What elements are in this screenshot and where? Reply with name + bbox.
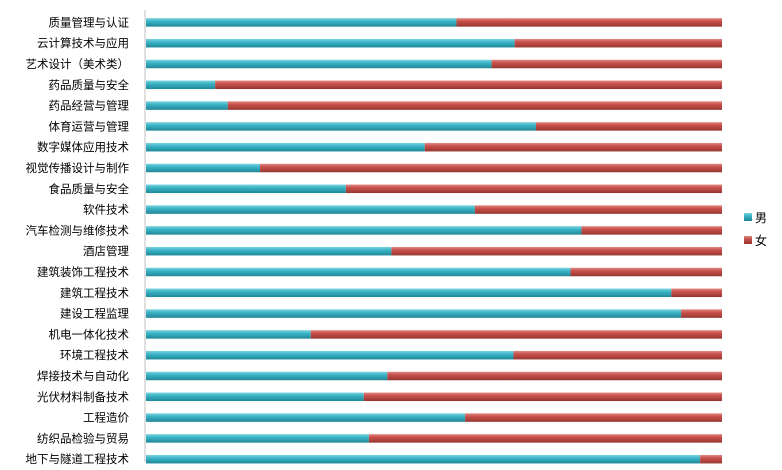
bar-male-2 [146, 59, 492, 69]
bar-male-16 [146, 350, 514, 360]
plot-area [146, 18, 723, 464]
category-label: 软件技术 [83, 203, 129, 217]
category-label: 汽车检测与维修技术 [26, 223, 130, 237]
category-label: 体育运营与管理 [49, 119, 130, 133]
bar-male-11 [146, 246, 392, 256]
bar-female-20 [368, 434, 722, 443]
category-label: 艺术设计（美术类） [26, 57, 130, 71]
category-label: 光伏材料制备技术 [37, 390, 129, 404]
bar-male-21 [146, 454, 701, 464]
bar-male-6 [146, 142, 425, 152]
bar-female-6 [424, 142, 722, 152]
bar-male-3 [146, 80, 216, 90]
bar-male-17 [146, 371, 388, 381]
category-label: 地下与隧道工程技术 [26, 452, 130, 466]
category-label: 视觉传播设计与制作 [26, 161, 130, 175]
bar-female-14 [681, 309, 722, 318]
bar-female-15 [310, 330, 722, 339]
legend-swatch-male [744, 213, 752, 221]
bar-female-3 [215, 80, 722, 90]
category-label: 酒店管理 [83, 244, 129, 258]
bar-female-13 [671, 288, 722, 298]
bar-female-0 [456, 18, 722, 27]
bar-female-4 [227, 101, 723, 110]
bar-female-12 [570, 267, 722, 277]
bar-male-8 [146, 184, 346, 194]
bar-female-18 [363, 392, 722, 402]
category-label: 数字媒体应用技术 [37, 140, 129, 154]
bar-male-18 [146, 392, 364, 402]
bar-male-7 [146, 163, 261, 173]
bar-male-0 [146, 18, 457, 27]
bar-female-17 [387, 371, 722, 381]
bar-male-13 [146, 288, 672, 298]
category-label: 建筑装饰工程技术 [37, 265, 129, 279]
legend: 男女 [744, 211, 767, 248]
legend-swatch-female [744, 236, 752, 244]
bar-male-20 [146, 434, 369, 443]
bar-female-9 [474, 205, 722, 214]
category-label: 建设工程监理 [60, 307, 129, 321]
legend-label-female: 女 [755, 233, 767, 248]
category-label: 食品质量与安全 [49, 182, 130, 196]
category-label: 焊接技术与自动化 [37, 369, 129, 383]
bar-female-19 [465, 413, 722, 422]
bar-male-9 [146, 205, 475, 214]
bar-female-16 [513, 350, 722, 360]
bar-female-1 [514, 38, 722, 48]
bar-male-19 [146, 413, 466, 422]
category-label: 药品经营与管理 [49, 99, 130, 113]
bar-male-5 [146, 122, 536, 131]
bar-male-14 [146, 309, 682, 318]
bar-female-11 [391, 246, 722, 256]
bar-female-7 [260, 163, 722, 173]
bar-male-15 [146, 330, 311, 339]
legend-label-male: 男 [755, 211, 767, 225]
category-label: 建筑工程技术 [60, 286, 129, 300]
bar-male-4 [146, 101, 228, 110]
category-label: 质量管理与认证 [49, 15, 130, 29]
bar-male-1 [146, 38, 515, 48]
bar-female-8 [345, 184, 722, 194]
category-label: 纺织品检验与贸易 [37, 431, 129, 445]
bar-male-12 [146, 267, 571, 277]
bar-female-2 [491, 59, 722, 69]
bar-female-10 [581, 226, 722, 235]
category-label: 环境工程技术 [60, 348, 129, 362]
category-label: 工程造价 [83, 411, 129, 425]
bar-male-10 [146, 226, 582, 235]
category-label: 机电一体化技术 [49, 327, 130, 341]
category-label: 药品质量与安全 [49, 78, 130, 92]
bar-female-5 [535, 122, 722, 131]
category-label: 云计算技术与应用 [37, 36, 129, 50]
bar-female-21 [700, 454, 722, 464]
